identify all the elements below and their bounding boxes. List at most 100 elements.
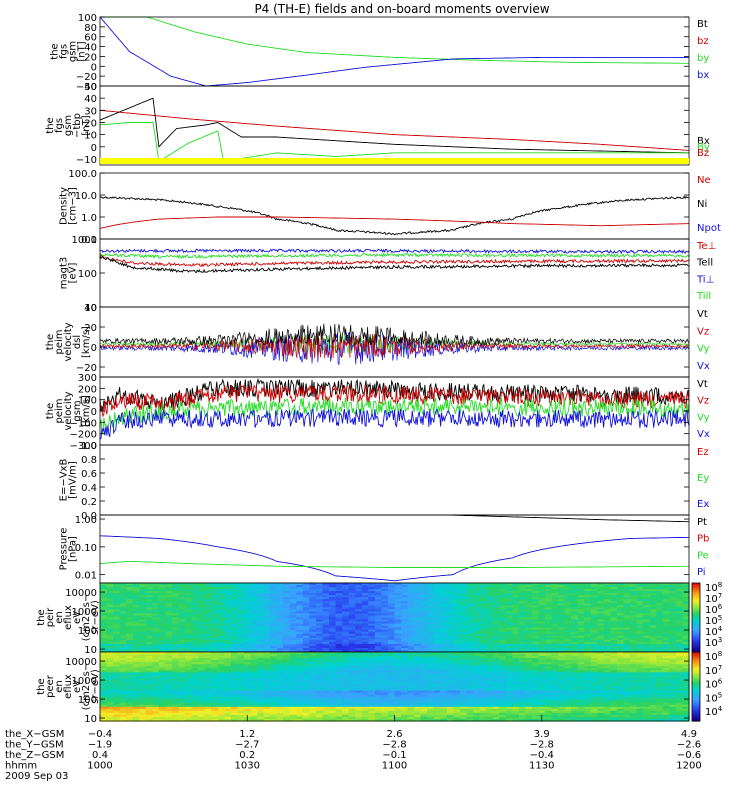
colorbar-label: 106 — [705, 603, 723, 616]
y-tick-label: 0 — [91, 143, 97, 154]
series-line-pt — [447, 514, 690, 523]
legend-entry: Bx — [697, 136, 710, 147]
y-tick-label: 1.00 — [75, 515, 97, 526]
pressure-frame — [99, 514, 690, 584]
density-series — [99, 195, 690, 236]
density-frame — [99, 172, 690, 240]
x-axis-row-label: the_X−GSM — [5, 729, 64, 740]
y-tick-label: −10 — [76, 155, 97, 166]
y-tick-label: 0.2 — [81, 497, 97, 508]
y-tick-label: −20 — [76, 72, 97, 83]
series-line-by — [100, 16, 689, 64]
series-line-bz — [99, 109, 690, 151]
x-axis-value: 0.2 — [239, 750, 255, 761]
x-axis-value: −1.9 — [88, 740, 112, 751]
series-line-vt — [99, 377, 690, 413]
x-axis-value: −2.7 — [235, 740, 259, 751]
y-tick-label: 10 — [84, 303, 97, 314]
y-tick-label: 40 — [84, 303, 97, 314]
x-axis-value: 1000 — [87, 761, 112, 772]
legend-entry: Vt — [697, 309, 708, 320]
y-tick-label: −200 — [70, 430, 97, 441]
legend-entry: Vy — [697, 412, 710, 423]
legend-entry: Pb — [697, 534, 709, 545]
series-line-ne — [99, 216, 689, 229]
legend-entry: Vx — [697, 361, 710, 372]
fgs-gsm-y-label: thefgsgsm[nT] — [50, 41, 88, 62]
y-tick-label: 200 — [78, 384, 97, 395]
colorbar-label: 104 — [705, 705, 723, 718]
legend-entry: Tell — [696, 258, 713, 269]
y-tick-label: 20 — [84, 52, 97, 63]
y-tick-label: 10000 — [65, 588, 97, 599]
legend-entry: Pt — [697, 517, 707, 528]
colorbar-label: 105 — [705, 691, 722, 704]
temperature-legend: Te⊥ Tell Ti⊥ Till — [696, 241, 716, 302]
y-tick-label: 0.6 — [81, 469, 97, 480]
series-line-ti⊥ — [99, 248, 690, 255]
y-tick-label: 0 — [91, 407, 97, 418]
series-line-ni — [99, 195, 690, 236]
x-axis-value: −2.6 — [677, 740, 701, 751]
ion-spectrogram-y-ticks: 10000 1000 100 10 — [65, 588, 689, 656]
velocity-gsm-y-label: thepeimvelocitygsm[km/s] — [45, 391, 92, 430]
legend-entry: Ne — [697, 175, 711, 186]
y-tick-label: 30 — [84, 106, 97, 117]
legend-entry: bx — [697, 70, 709, 81]
efield-y-label: E=−VxB[mV/m] — [59, 459, 79, 502]
colorbar-label: 107 — [705, 592, 722, 605]
pressure-legend: Pt Pb Pe Pi — [697, 517, 709, 578]
velocity-dsl-y-ticks: 40 20 0 −20 — [76, 303, 689, 374]
efield-panel: 1.0 0.8 0.6 0.4 0.2 0.0E=−VxB[mV/m] Ez Ey Ex — [59, 441, 710, 522]
x-axis-row-label: the_Z−GSM — [5, 750, 64, 761]
legend-entry: Vy — [697, 344, 710, 355]
x-axis-table: the_X−GSM −0.4 1.2 2.6 3.9 4.9 the_Y−GSM −1.9 −2… — [5, 715, 702, 782]
y-tick-label: 100 — [78, 269, 97, 280]
y-tick-label: 1000 — [72, 676, 97, 687]
fgs-tbp-frame — [99, 85, 690, 166]
density-y-label: Density[cm−3] — [59, 187, 79, 225]
series-line-tell — [99, 255, 690, 274]
x-axis-value: −0.1 — [382, 750, 406, 761]
efield-legend: Ez Ey Ex — [697, 447, 709, 510]
velocity-gsm-legend: Vt Vz Vy Vx — [697, 379, 710, 440]
pressure-series — [99, 514, 690, 582]
quality-flag-bar — [100, 158, 689, 164]
y-tick-label: 100.0 — [68, 169, 97, 180]
legend-entry: Vx — [697, 429, 710, 440]
y-tick-label: 10.0 — [75, 191, 97, 202]
x-axis-row-label: hhmm — [5, 761, 37, 772]
x-axis-row-label: the_Y−GSM — [5, 740, 64, 751]
fgs-gsm-frame — [99, 16, 690, 87]
legend-entry: Ez — [697, 447, 709, 458]
legend-entry: Pe — [697, 550, 709, 561]
x-axis-value: 3.9 — [534, 729, 550, 740]
density-y-ticks: 100.0 10.0 1.0 0.1 — [68, 169, 689, 246]
series-line-vz — [99, 383, 690, 418]
legend-entry: Vz — [697, 396, 709, 407]
density-legend: Ne Ni Npot — [697, 175, 721, 234]
series-line-vx — [99, 408, 690, 440]
series-line-pe — [99, 560, 689, 568]
y-tick-label: 40 — [84, 94, 97, 105]
y-tick-label: 100 — [78, 626, 97, 637]
temperature-frame — [99, 238, 690, 308]
temperature-panel: 1000 100 10 magt3[eV] Te⊥ Tell Ti⊥ Till — [59, 235, 717, 314]
colorbar-label: 108 — [705, 650, 722, 663]
x-axis-value: 1100 — [382, 761, 407, 772]
legend-entry: Pi — [697, 567, 706, 578]
temperature-y-label: magt3[eV] — [59, 257, 79, 290]
legend-entry: By — [697, 142, 710, 153]
legend-entry: Ey — [697, 473, 709, 484]
legend-entry: by — [697, 53, 709, 64]
y-tick-label: −40 — [76, 82, 97, 93]
legend-entry: Ex — [697, 499, 709, 510]
ion-spectrogram-y-label: thepeirenefluxeV(cm2−s−sr−eV) — [36, 594, 101, 641]
